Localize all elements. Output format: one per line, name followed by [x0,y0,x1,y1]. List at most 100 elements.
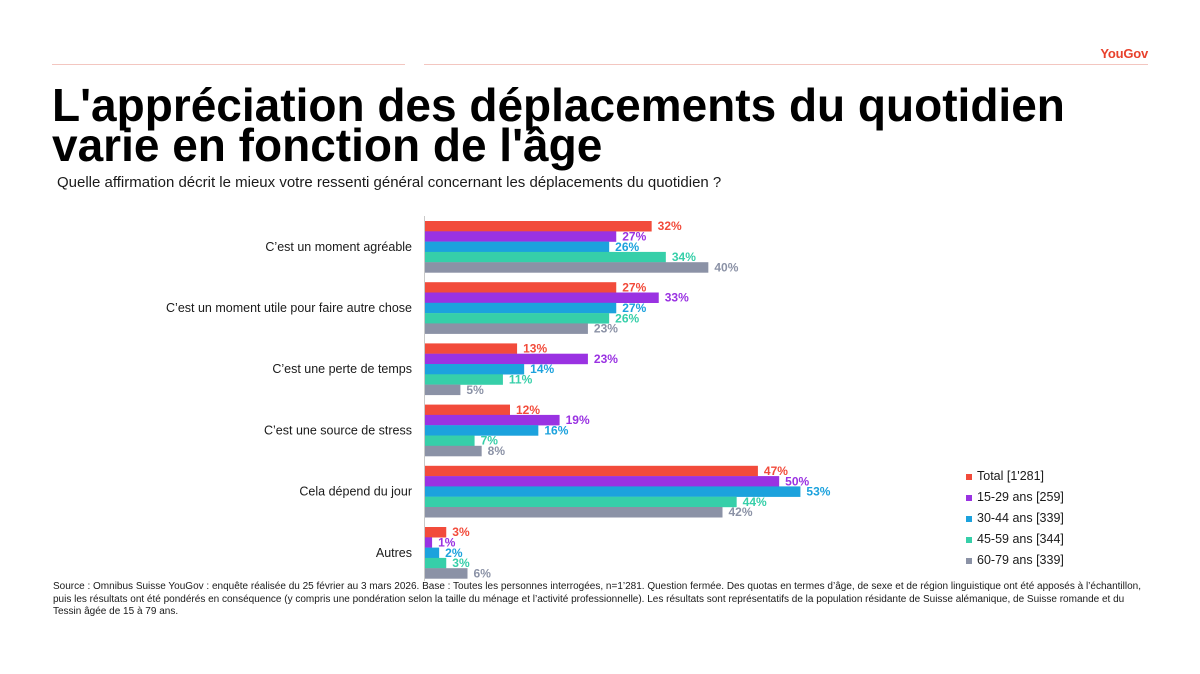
slide-title: L'appréciation des déplacements du quoti… [52,79,1065,171]
bar-total [425,404,510,416]
source-note: Source : Omnibus Suisse YouGov : enquête… [53,581,1141,618]
category-label: C’est une perte de temps [272,362,412,376]
legend-swatch [966,494,972,501]
bar-30-44-ans [425,547,440,559]
data-label-value: 27 [622,280,636,294]
legend-swatch [966,473,972,480]
data-label-unit: % [445,535,456,549]
bar-15-29-ans [425,414,560,426]
data-label: 27% [622,301,646,315]
data-label-unit: % [494,444,505,458]
data-label-value: 14 [530,362,544,376]
bar-60-79-ans [425,323,588,334]
data-label-unit: % [480,566,491,580]
legend-swatch [966,536,972,543]
category-label: C’est un moment agréable [265,240,412,254]
bar-30-44-ans [425,302,617,314]
data-label-unit: % [671,219,682,233]
data-label: 13% [523,342,547,356]
bar-45-59-ans [425,374,503,385]
category-label: C’est un moment utile pour faire autre c… [166,301,412,315]
category-label: Cela dépend du jour [299,485,412,499]
legend-label: 60-79 ans [339] [977,553,1064,567]
legend-marker-icon [966,515,972,522]
legend-label: Total [1'281] [977,469,1045,483]
data-label: 32% [658,219,682,233]
bar-60-79-ans [425,262,709,273]
bar-45-59-ans [425,557,447,569]
data-label: 40% [714,260,738,274]
data-label-unit: % [459,525,470,539]
legend-marker-icon [966,536,972,543]
data-label: 26% [615,240,639,254]
bar-60-79-ans [425,507,723,518]
data-label-unit: % [544,362,555,376]
data-label-value: 13 [523,342,537,356]
legend-label: 15-29 ans [259] [977,490,1064,504]
data-label-unit: % [536,342,547,356]
bar-total [425,343,518,354]
data-label-value: 34 [672,250,686,264]
data-label: 1% [438,535,456,549]
data-label-value: 3 [452,556,459,570]
data-label-unit: % [678,291,689,305]
legend-label: 45-59 ans [344] [977,532,1064,546]
data-label-unit: % [529,403,540,417]
data-label: 5% [466,383,484,397]
bar-15-29-ans [425,231,617,242]
data-label-unit: % [558,423,569,437]
legend-item-60-79: 60-79 ans [339] [966,550,1064,571]
data-label: 44% [743,495,767,509]
legend-label: 30-44 ans [339] [977,511,1064,525]
legend-item-30-44: 30-44 ans [339] [966,508,1064,529]
legend-marker-icon [966,494,972,501]
bar-total [425,221,652,232]
data-label-value: 6 [474,566,481,580]
data-label-unit: % [742,505,753,519]
data-label-unit: % [459,556,470,570]
legend-swatch [966,515,972,522]
data-label-value: 12 [516,403,530,417]
data-label-unit: % [487,434,498,448]
data-label: 7% [481,434,499,448]
data-label: 3% [452,556,470,570]
data-label-value: 8 [488,444,495,458]
data-label: 11% [509,372,533,386]
data-label: 3% [452,525,470,539]
data-label-value: 19 [566,413,580,427]
data-label-unit: % [452,546,463,560]
legend-marker-icon [966,473,972,480]
data-label: 26% [615,311,639,325]
data-label: 8% [488,444,506,458]
data-label-value: 16 [544,423,558,437]
grouped-bar-chart: C’est un moment agréable C’est un moment … [166,216,831,581]
data-label-value: 11 [509,372,522,386]
legend-swatch [966,557,972,564]
data-label-value: 1 [438,535,445,549]
data-label: 23% [594,322,618,336]
legend-item-15-29: 15-29 ans [259] [966,487,1064,508]
legend-item-total: Total [1'281] [966,466,1064,487]
bar-30-44-ans [425,241,610,253]
bar-60-79-ans [425,445,482,457]
data-label: 53% [806,485,830,499]
data-label-unit: % [629,311,640,325]
bar-15-29-ans [425,476,780,487]
data-label-unit: % [636,280,647,294]
data-label: 47% [764,464,788,478]
bar-45-59-ans [425,251,666,263]
bar-30-44-ans [425,364,525,375]
data-label: 27% [622,229,646,243]
bar-60-79-ans [425,568,468,579]
data-label: 2% [445,546,463,560]
bar-30-44-ans [425,486,801,497]
data-label-unit: % [579,413,590,427]
data-label-unit: % [522,372,533,386]
data-label-value: 42 [729,505,743,519]
bar-15-29-ans [425,353,588,365]
data-label: 19% [566,413,590,427]
data-label-value: 44 [743,495,757,509]
data-label-unit: % [756,495,767,509]
data-label: 33% [665,291,689,305]
data-label: 27% [622,280,646,294]
